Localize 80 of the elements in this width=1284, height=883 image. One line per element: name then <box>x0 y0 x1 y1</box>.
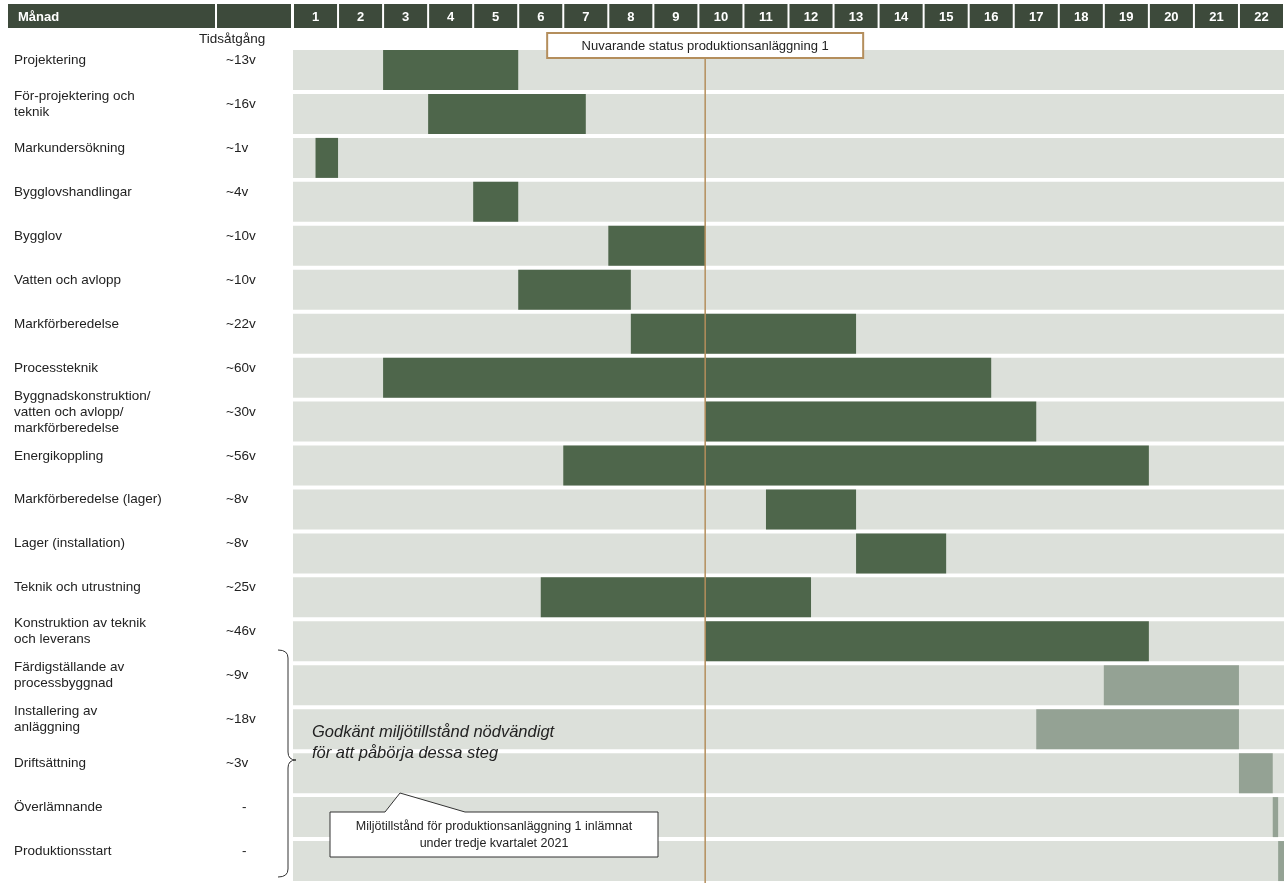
x-tick-label: 9 <box>672 9 680 24</box>
x-tick-label: 4 <box>447 9 456 24</box>
text: Tidsåtgång <box>199 31 266 46</box>
y-tick-label: Vatten och avlopp <box>14 271 122 287</box>
text: ~18v <box>226 711 256 727</box>
x-tick-label: 12 <box>803 9 819 24</box>
bar <box>608 225 706 266</box>
y-tick-label: Färdigställande av processbyggnad <box>14 659 125 691</box>
x-tick-label: 14 <box>893 9 910 24</box>
x-tick-label: 18 <box>1074 9 1089 24</box>
x-tick-label: 15 <box>938 9 954 24</box>
bar <box>765 489 857 530</box>
y-tick-label: Installering av anläggning <box>14 703 98 735</box>
text: ~60v <box>226 359 256 375</box>
text: ~4v <box>226 183 249 199</box>
bar <box>1036 709 1239 750</box>
y-tick-label: Byggnadskonstruktion/ vatten och avlopp/ markförberedelse <box>14 387 151 435</box>
annotation: Godkänt miljötillstånd nödvändigt för att påbörja dessa steg <box>312 721 556 763</box>
x-tick-label: 5 <box>492 9 500 24</box>
text: ~46v <box>226 623 256 639</box>
text: - <box>242 799 247 815</box>
bar <box>1272 797 1279 838</box>
bar <box>383 50 519 90</box>
y-tick-label: Överlämnande <box>14 799 103 815</box>
y-tick-label: Projektering <box>14 51 87 67</box>
y-tick-label: Teknik och utrustning <box>14 579 141 595</box>
y-tick-label: Markundersökning <box>14 139 126 155</box>
text: ~9v <box>226 667 249 683</box>
text: ~1v <box>226 139 249 155</box>
ref-line-label: Nuvarande status produktionsanläggning 1 <box>581 38 829 53</box>
bar <box>630 313 857 354</box>
x-tick-label: 3 <box>402 9 410 24</box>
x-tick-label: 6 <box>537 9 545 24</box>
x-tick-label: 19 <box>1119 9 1134 24</box>
bar <box>518 269 631 310</box>
bar <box>1103 665 1239 706</box>
bar <box>315 137 339 178</box>
x-tick-label: 2 <box>356 9 365 24</box>
y-tick-label: Processteknik <box>14 359 99 375</box>
x-tick-label: 17 <box>1029 9 1044 24</box>
x-tick-label: 16 <box>983 9 999 24</box>
x-tick-label: 10 <box>713 9 729 24</box>
x-tick-label: 20 <box>1164 9 1179 24</box>
bar <box>856 533 947 574</box>
y-tick-label: Bygglov <box>14 227 63 243</box>
y-tick-label: Driftsättning <box>14 755 87 771</box>
annotation: Miljötillstånd för produktionsanläggning 1 inlämnat under tredje kvartalet 2021 <box>354 818 634 852</box>
bar <box>1238 753 1273 794</box>
y-tick-label: Markförberedelse <box>14 315 120 331</box>
text: ~13v <box>226 51 256 67</box>
bar <box>540 577 812 618</box>
text: ~16v <box>226 95 256 111</box>
x-tick-label: 22 <box>1254 9 1269 24</box>
bar <box>473 181 519 222</box>
x-tick-label: 21 <box>1209 9 1224 24</box>
text: ~8v <box>226 535 249 551</box>
y-tick-label: Markförberedelse (lager) <box>14 491 162 507</box>
text: ~25v <box>226 579 256 595</box>
text: ~56v <box>226 447 256 463</box>
text: ~10v <box>226 271 256 287</box>
bar <box>428 93 586 134</box>
text: ~10v <box>226 227 256 243</box>
x-tick-label: 13 <box>848 9 864 24</box>
bar <box>1278 841 1284 882</box>
y-tick-label: Produktionsstart <box>14 843 112 859</box>
x-tick-label: 8 <box>627 9 635 24</box>
y-tick-label: För-projektering och teknik <box>14 87 135 119</box>
y-tick-label: Konstruktion av teknik och leverans <box>14 615 147 647</box>
text: ~22v <box>226 315 256 331</box>
x-tick-label: 1 <box>311 9 320 24</box>
x-axis-title: Månad <box>18 9 60 24</box>
y-tick-label: Energikoppling <box>14 447 104 463</box>
text: ~30v <box>226 403 256 419</box>
x-tick-label: 11 <box>759 9 773 24</box>
text: ~3v <box>226 755 249 771</box>
x-tick-label: 7 <box>582 9 590 24</box>
text: ~8v <box>226 491 249 507</box>
text: - <box>242 843 247 859</box>
y-tick-label: Lager (installation) <box>14 535 126 551</box>
y-tick-label: Bygglovshandlingar <box>14 183 133 199</box>
